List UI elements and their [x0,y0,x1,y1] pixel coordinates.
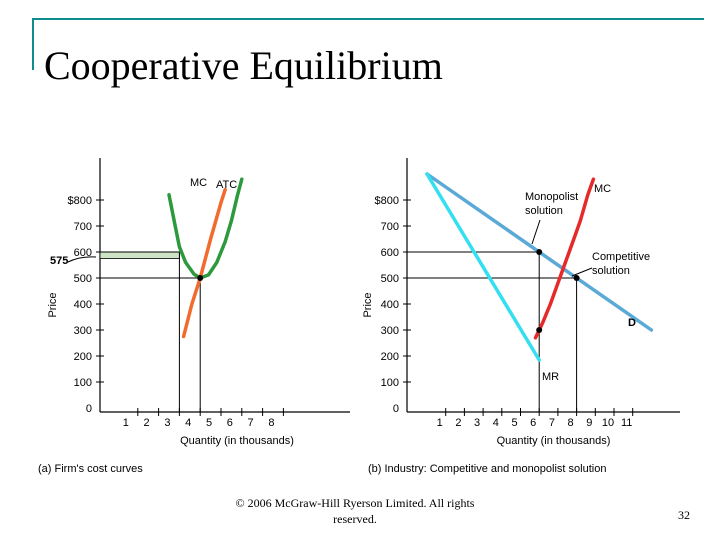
x-tick-label: 4 [493,417,499,429]
y-tick-label: 600 [381,247,399,259]
x-tick-label: 4 [185,417,191,429]
x-tick-label: 2 [455,417,461,429]
monopolist-label: Monopolist [525,191,578,203]
demand-curve-label: D [628,317,636,329]
page-number: 32 [678,508,690,522]
y-axis-label: Price [47,292,59,317]
y-tick-label: 500 [381,273,399,285]
panel-a-firm-cost-curves: 0 100 200 300 400 500 600 700 $800 1 2 3 4 5 6 7 8 Quanti… [38,158,350,475]
competitive-label-line2: solution [592,265,630,277]
intersection-point [573,275,580,281]
y-tick-label: 300 [381,325,399,337]
x-tick-label: 7 [549,417,555,429]
x-tick-label: 5 [206,417,212,429]
price-575-pointer [67,256,97,263]
y-axis-label: Price [362,292,374,317]
y-tick-label: 200 [381,351,399,363]
slide-title: Cooperative Equilibrium [44,43,443,88]
x-axis-label: Quantity (in thousands) [497,435,611,447]
x-tick-label: 9 [586,417,592,429]
intersection-point [536,249,543,255]
x-axis-label: Quantity (in thousands) [180,435,294,447]
competitive-label: Competitive [592,251,650,263]
y-tick-label: 100 [381,377,399,389]
x-tick-label: 3 [164,417,170,429]
monopolist-label-line2: solution [525,205,563,217]
y-tick-label: 100 [74,377,92,389]
mc-curve-label: MC [190,177,207,189]
mc-curve-label: MC [594,183,611,195]
x-tick-label: 1 [437,417,443,429]
series-mc-line [181,187,227,339]
series-atc-line [167,177,244,280]
x-tick-label: 3 [474,417,480,429]
equilibrium-point [197,275,204,281]
slide-frame-vertical [32,18,34,70]
atc-curve-label: ATC [216,179,237,191]
mr-curve-label: MR [542,371,559,383]
x-tick-label: 6 [530,417,536,429]
y-tick-label: 600 [74,247,92,259]
x-tick-label: 8 [568,417,574,429]
slide-frame-horizontal [32,18,704,20]
y-tick-label: 500 [74,273,92,285]
x-tick-label: 5 [511,417,517,429]
profit-area [99,251,180,259]
y-tick-label: 0 [393,403,399,415]
panel-label: (b) Industry: Competitive and monopolist… [368,463,606,475]
x-tick-label: 2 [144,417,150,429]
y-tick-label: $800 [375,195,399,207]
y-tick-label: 700 [74,221,92,233]
copyright-footer: © 2006 McGraw-Hill Ryerson Limited. All … [235,496,475,526]
y-tick-label: 400 [381,299,399,311]
x-tick-label: 7 [248,417,254,429]
y-tick-label: $800 [68,195,92,207]
price-575-label: 575 [50,255,68,267]
y-tick-label: 200 [74,351,92,363]
y-tick-label: 0 [86,403,92,415]
y-tick-label: 300 [74,325,92,337]
monopolist-pointer [531,219,541,245]
intersection-point [536,327,543,333]
x-tick-label: 11 [621,417,632,429]
panel-label: (a) Firm's cost curves [38,463,143,475]
series-mr-line [425,172,541,362]
x-tick-label: 1 [123,417,129,429]
x-tick-label: 6 [227,417,233,429]
competitive-pointer [571,267,593,277]
y-tick-label: 400 [74,299,92,311]
x-tick-label: 8 [268,417,274,429]
y-tick-label: 700 [381,221,399,233]
x-tick-label: 10 [602,417,614,429]
series-mc-line [533,177,596,340]
